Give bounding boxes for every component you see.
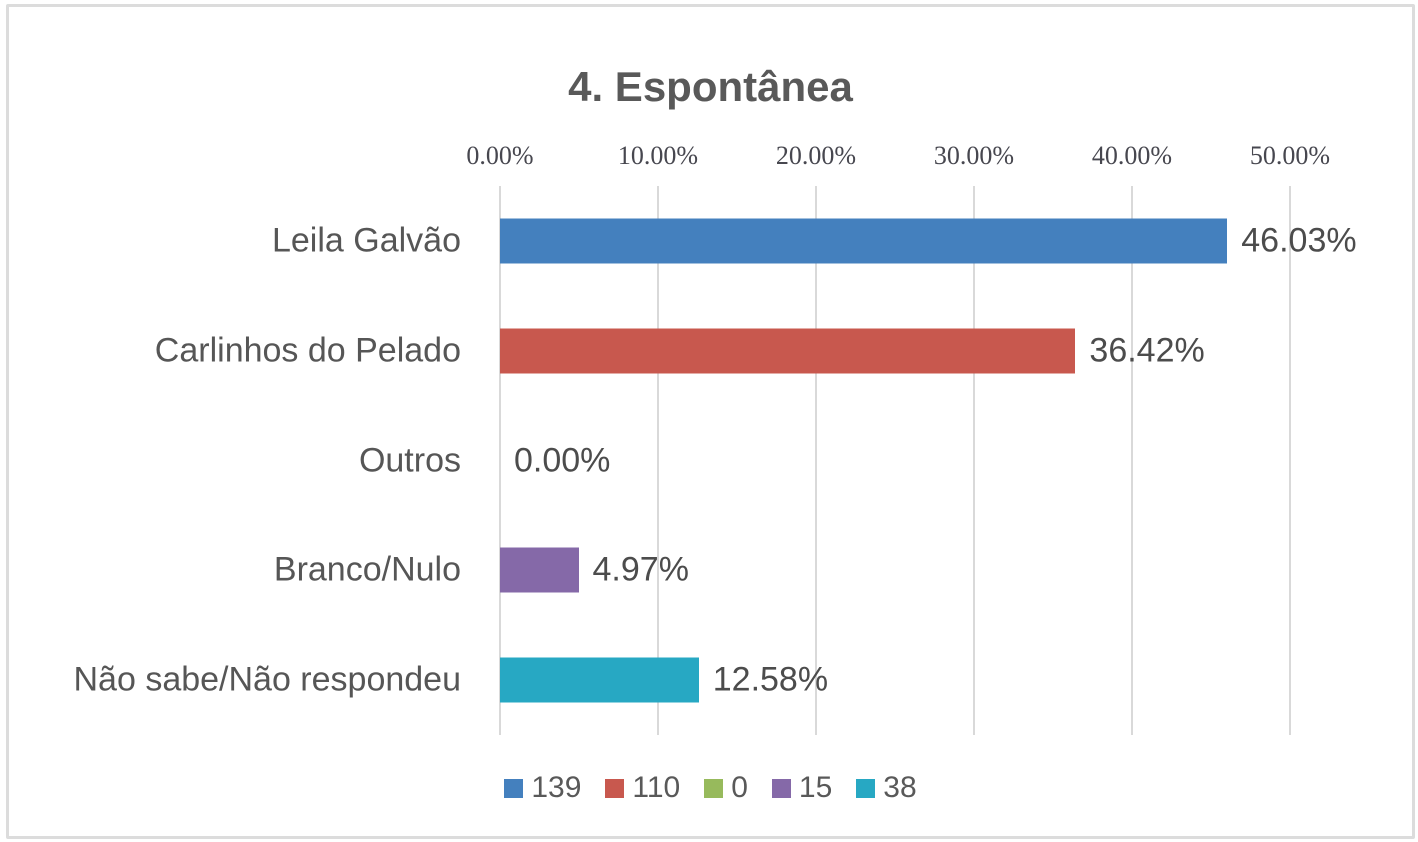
category-label: Outros xyxy=(358,441,461,479)
legend-swatch-icon xyxy=(504,778,524,798)
x-tick-label: 50.00% xyxy=(1249,141,1331,170)
legend-label: 110 xyxy=(632,771,681,804)
gridline xyxy=(1131,186,1133,735)
legend-item: 15 xyxy=(771,771,833,804)
legend-swatch-icon xyxy=(771,778,791,798)
x-tick-label: 40.00% xyxy=(1091,141,1173,170)
gridline xyxy=(815,186,817,735)
legend-label: 15 xyxy=(798,771,833,804)
legend-item: 110 xyxy=(605,773,680,803)
gridline xyxy=(499,186,501,735)
bar xyxy=(500,547,579,593)
category-label: Leila Galvão xyxy=(271,221,461,260)
x-tick-label: 30.00% xyxy=(933,141,1015,170)
legend: 139 110 0 15 38 xyxy=(9,773,1412,803)
value-label: 4.97% xyxy=(592,550,689,589)
bar xyxy=(500,328,1076,374)
value-label: 46.03% xyxy=(1241,221,1357,260)
legend-swatch-icon xyxy=(605,778,625,798)
chart-frame: 4. Espontânea 0.00% 10.00% 20.00% 30.00% 40.… xyxy=(6,4,1415,839)
legend-label: 38 xyxy=(883,771,917,804)
legend-label: 0 xyxy=(731,771,748,804)
legend-item: 139 xyxy=(504,773,581,803)
legend-item: 0 xyxy=(704,773,748,803)
x-tick-label: 10.00% xyxy=(617,141,699,170)
category-label: Não sabe/Não respondeu xyxy=(73,660,462,699)
bar xyxy=(500,657,699,703)
legend-item: 38 xyxy=(856,771,917,804)
value-label: 12.58% xyxy=(712,660,829,699)
gridline xyxy=(973,186,975,735)
legend-swatch-icon xyxy=(704,778,724,798)
x-tick-label: 20.00% xyxy=(775,141,857,170)
legend-label: 139 xyxy=(531,771,582,804)
bar xyxy=(500,218,1228,264)
value-label: 0.00% xyxy=(514,441,611,479)
category-label: Branco/Nulo xyxy=(273,550,461,589)
gridline xyxy=(657,186,659,735)
value-label: 36.42% xyxy=(1089,331,1205,370)
plot-area xyxy=(499,186,1291,735)
gridline xyxy=(1289,186,1291,735)
category-label: Carlinhos do Pelado xyxy=(154,331,461,370)
x-tick-label: 0.00% xyxy=(466,141,534,170)
chart-title: 4. Espontânea xyxy=(568,63,853,110)
x-axis: 0.00% 10.00% 20.00% 30.00% 40.00% 50.00% xyxy=(9,141,1412,173)
legend-swatch-icon xyxy=(856,778,876,798)
